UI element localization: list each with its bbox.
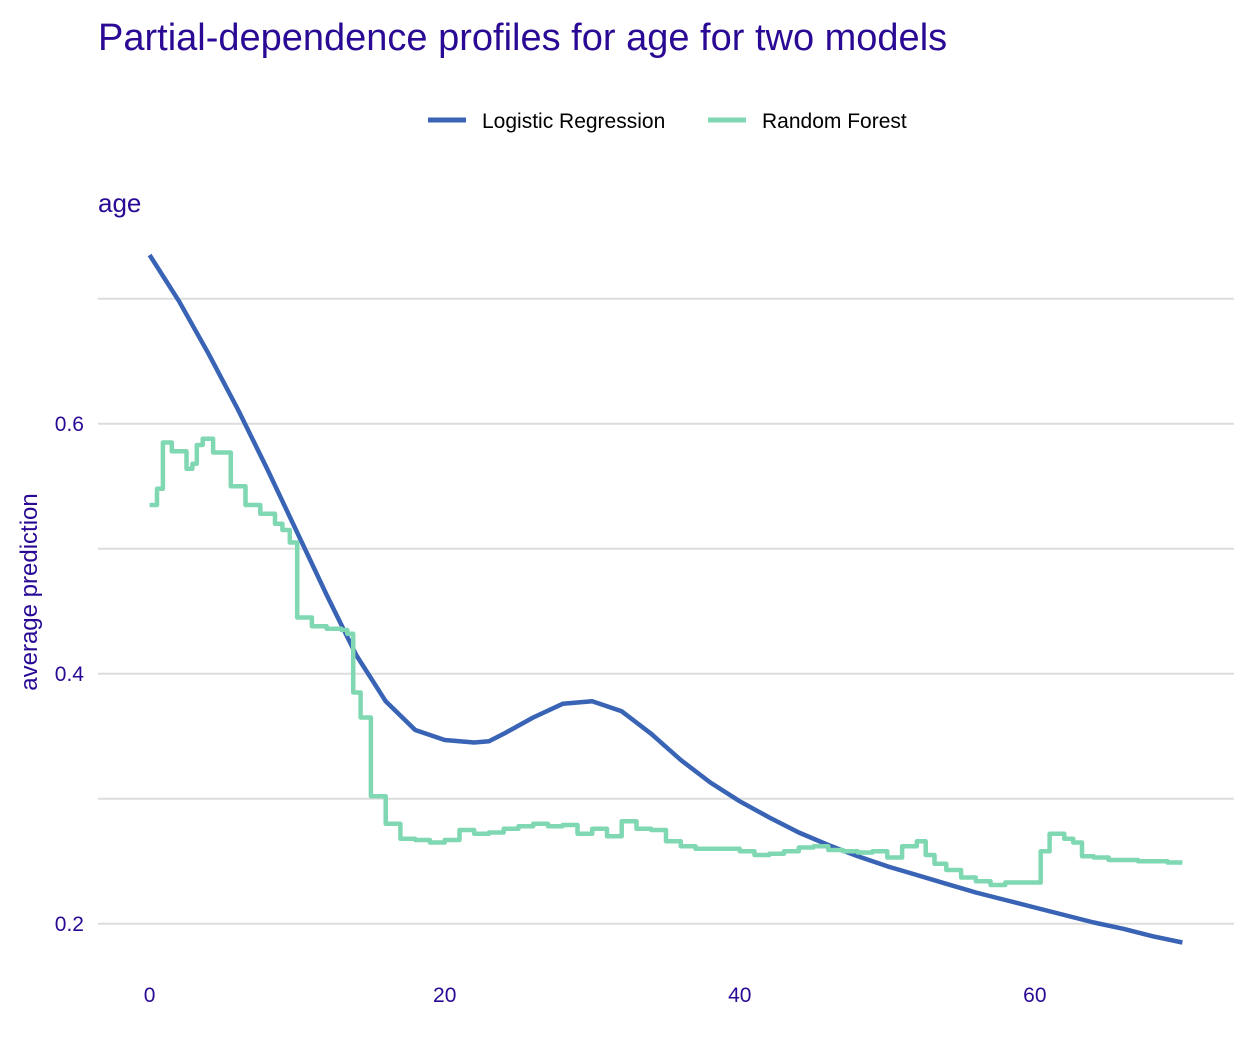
y-tick-label: 0.2 — [55, 913, 84, 936]
x-tick-label: 20 — [433, 984, 456, 1007]
y-tick-label: 0.6 — [55, 413, 84, 436]
x-axis-ticks: 0 20 40 60 — [144, 984, 1047, 1007]
gridlines — [98, 297, 1234, 925]
y-tick-label: 0.4 — [55, 663, 85, 686]
legend-label-random-forest: Random Forest — [762, 110, 907, 133]
x-tick-label: 0 — [144, 984, 156, 1007]
chart-title: Partial-dependence profiles for age for … — [98, 17, 947, 59]
x-tick-label: 40 — [728, 984, 751, 1007]
series-line-logistic-regression — [147, 253, 1183, 945]
y-axis-label: average prediction — [16, 493, 43, 690]
legend: Logistic Regression Random Forest — [428, 110, 907, 133]
x-tick-label: 60 — [1023, 984, 1046, 1007]
y-axis-ticks: 0.2 0.4 0.6 — [55, 413, 85, 936]
panel-title: age — [98, 188, 141, 218]
series-line-random-forest — [149, 436, 1183, 888]
series-lines — [147, 253, 1183, 945]
legend-label-logistic-regression: Logistic Regression — [482, 110, 665, 133]
